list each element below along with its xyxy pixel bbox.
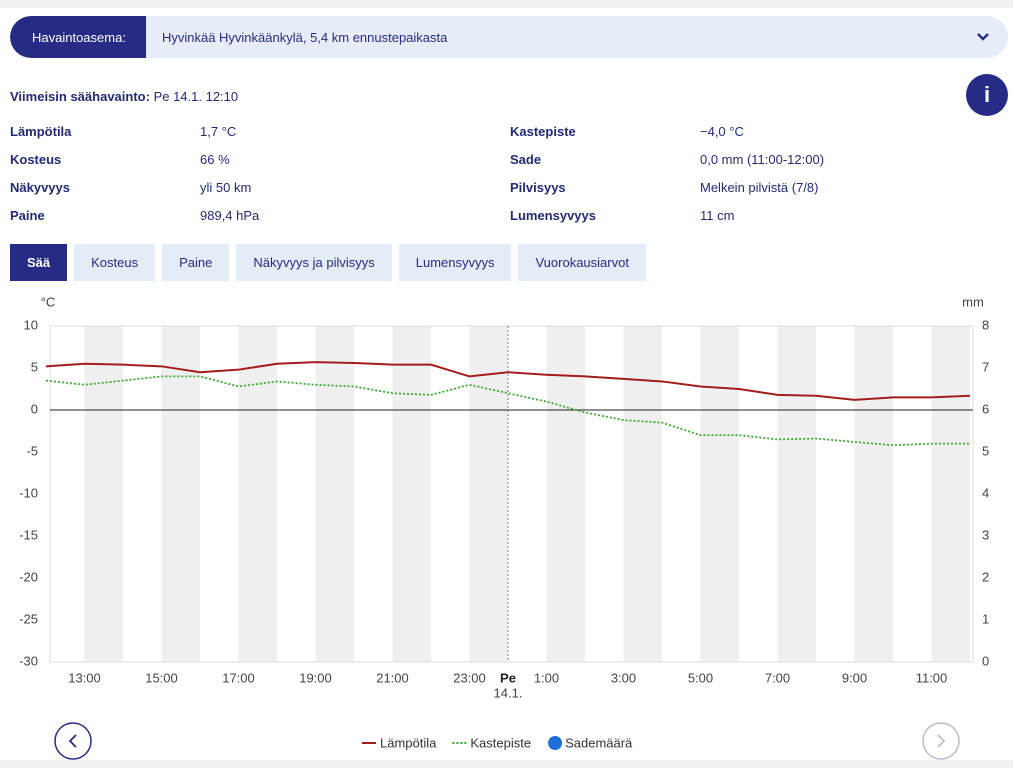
y2-unit: mm [962, 294, 984, 309]
band [161, 326, 200, 662]
tab[interactable]: Näkyvyys ja pilvisyys [236, 244, 392, 281]
tab[interactable]: Kosteus [74, 244, 156, 281]
latest-label: Viimeisin säähavainto: [10, 89, 150, 104]
chevron [977, 33, 989, 41]
band [700, 326, 739, 662]
tabs: Sää Kosteus Paine Näkyvyys ja pilvisyys Lume… [10, 244, 646, 281]
obs-value: 0,0 mm (11:00-12:00) [700, 152, 825, 167]
obs-label: Näkyvyys [10, 180, 70, 195]
y2-tick-label: 6 [982, 401, 989, 416]
info-button[interactable]: i [966, 74, 1008, 116]
band [777, 326, 816, 662]
y-tick-label: -30 [19, 653, 38, 668]
station-value: Hyvinkää Hyvinkäänkylä, 5,4 km ennustepa… [161, 29, 448, 45]
y2-tick-label: 0 [982, 653, 989, 668]
x-tick-label: 13:00 [68, 670, 101, 685]
band [931, 326, 970, 662]
station-label: Havaintoasema: [10, 16, 146, 58]
obs-label: Paine [10, 208, 45, 223]
latest: Viimeisin säähavainto: Pe 14.1. 12:10 [10, 89, 238, 104]
band [623, 326, 662, 662]
y2-tick-label: 7 [982, 359, 989, 374]
legend-label: Kastepiste [470, 735, 531, 750]
obs-value: 1,7 °C [200, 124, 237, 139]
y2-tick-label: 2 [982, 569, 989, 584]
legend-label: Lämpötila [380, 735, 437, 750]
x-tick-label: 1:00 [534, 670, 559, 685]
obs-value: 66 % [200, 152, 230, 167]
x-tick-label: 5:00 [688, 670, 713, 685]
y2-tick-label: 8 [982, 317, 989, 332]
x-tick-label: 9:00 [842, 670, 867, 685]
prev-icon [68, 734, 77, 748]
obs-label: Lumensyvyys [510, 208, 596, 223]
x-tick-label: 3:00 [611, 670, 636, 685]
next-button[interactable] [922, 722, 960, 760]
obs-label: Lämpötila [10, 124, 72, 139]
band [238, 326, 277, 662]
y-tick-label: 0 [31, 401, 38, 416]
y-tick-label: 5 [31, 359, 38, 374]
y-unit: °C [41, 294, 56, 309]
legend-swatch [548, 736, 563, 750]
y-tick-label: -5 [26, 443, 38, 458]
y2-tick-label: 3 [982, 527, 989, 542]
x-tick-label: 19:00 [299, 670, 332, 685]
obs-label: Sade [510, 152, 542, 167]
obs-label: Kosteus [10, 152, 62, 167]
band [546, 326, 585, 662]
top-strip [0, 0, 1013, 8]
obs-value: Melkein pilvistä (7/8) [700, 180, 819, 195]
station-select[interactable]: Havaintoasema: Hyvinkää Hyvinkäänkylä, 5… [10, 16, 1008, 58]
band [392, 326, 431, 662]
y-tick-label: -10 [19, 485, 38, 500]
band [315, 326, 354, 662]
y-tick-label: -25 [19, 611, 38, 626]
obs-value: yli 50 km [200, 180, 252, 195]
tab[interactable]: Sää [10, 244, 68, 281]
obs-value: −4,0 °C [700, 124, 744, 139]
legend-label: Sademäärä [565, 735, 633, 750]
y-tick-label: -20 [19, 569, 38, 584]
line [45, 375, 970, 447]
bottom-strip [0, 760, 1013, 768]
y2-tick-label: 1 [982, 611, 989, 626]
x-tick-label: 21:00 [376, 670, 409, 685]
day-date: 14.1. [494, 685, 523, 700]
next-icon [937, 734, 946, 748]
band [84, 326, 123, 662]
x-tick-label: 23:00 [453, 670, 486, 685]
y2-tick-label: 5 [982, 443, 989, 458]
tab[interactable]: Lumensyvyys [398, 244, 512, 281]
x-tick-label: 17:00 [222, 670, 255, 685]
tab[interactable]: Vuorokausiarvot [518, 244, 646, 281]
line [45, 361, 971, 401]
x-tick-label: 15:00 [145, 670, 178, 685]
tab[interactable]: Paine [162, 244, 230, 281]
x-tick-label: Pe [500, 670, 516, 685]
obs-label: Kastepiste [510, 124, 576, 139]
y-tick-label: -15 [19, 527, 38, 542]
x-tick-label: 7:00 [765, 670, 790, 685]
obs-value: 989,4 hPa [200, 208, 260, 223]
band [469, 326, 508, 662]
plot-frame [49, 325, 974, 663]
latest-value: Pe 14.1. 12:10 [153, 89, 239, 104]
y2-tick-label: 4 [982, 485, 989, 500]
x-tick-label: 11:00 [916, 670, 948, 685]
prev-button[interactable] [54, 722, 92, 760]
obs-label: Pilvisyys [510, 180, 566, 195]
band [854, 326, 893, 662]
obs-value: 11 cm [700, 208, 735, 223]
y-tick-label: 10 [24, 317, 38, 332]
